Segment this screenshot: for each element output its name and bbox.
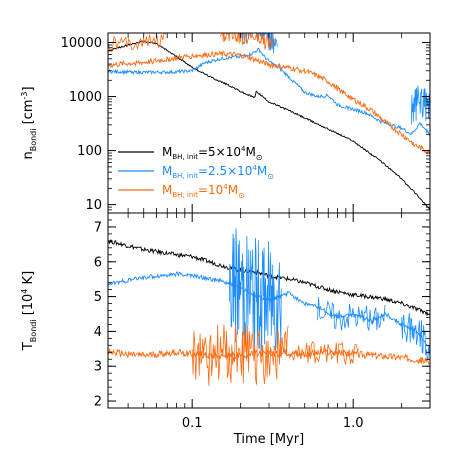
series-spikes-top-1-0	[240, 33, 278, 54]
series-line-top-2	[108, 50, 430, 156]
legend-entry: MBH, init=2.5×104M⊙	[162, 164, 274, 181]
series-spikes-bottom-1-0	[228, 228, 282, 353]
ytick-label: 4	[94, 325, 102, 340]
y-axis-label: TBondi [104 K]	[20, 271, 38, 351]
legend: MBH, init=5×104M⊙ MBH, init=2.5×104M⊙ MBH,…	[118, 145, 274, 200]
legend-entry: MBH, init=5×104M⊙	[162, 145, 263, 162]
legend-entry: MBH, init=104M⊙	[162, 183, 245, 200]
series-group-bottom	[108, 228, 430, 386]
x-axis-label: Time [Myr]	[233, 432, 304, 447]
ytick-label: 10000	[61, 36, 102, 51]
series-line-bottom-2	[108, 348, 430, 365]
series-line-top-0	[108, 40, 430, 210]
series-spikes-top-2-0	[108, 33, 167, 51]
series-spikes-bottom-2-1	[288, 341, 360, 365]
series-spikes-bottom-2-0	[191, 324, 289, 386]
panel-top: 10 100 1000 10000 nBondi [cm-3] MBH, init=5×1…	[20, 32, 431, 214]
plot-frame-bottom	[107, 212, 431, 409]
y-axis-label: nBondi [cm-3]	[20, 86, 38, 159]
ytick-label: 1000	[69, 90, 102, 105]
series-spikes-bottom-1-1	[317, 296, 386, 331]
series-spikes-top-1-1	[411, 85, 430, 125]
ytick-label: 6	[94, 255, 102, 270]
ytick-label: 3	[94, 360, 102, 375]
ytick-label: 7	[94, 220, 102, 235]
xtick-label: 0.1	[182, 416, 203, 431]
ytick-label: 2	[94, 395, 102, 410]
panel-bottom: 2 3 4 5 6 7 0.1 1.0 Time [Myr] TBondi [104 K]	[20, 212, 431, 447]
ytick-label: 10	[85, 198, 102, 213]
xtick-label: 1.0	[343, 416, 364, 431]
series-spikes-bottom-1-2	[401, 312, 430, 363]
ytick-label: 100	[77, 144, 102, 159]
series-spikes-top-2-1	[220, 33, 274, 50]
series-group-top	[108, 33, 430, 210]
series-line-top-1	[108, 47, 430, 137]
ytick-label: 5	[94, 290, 102, 305]
